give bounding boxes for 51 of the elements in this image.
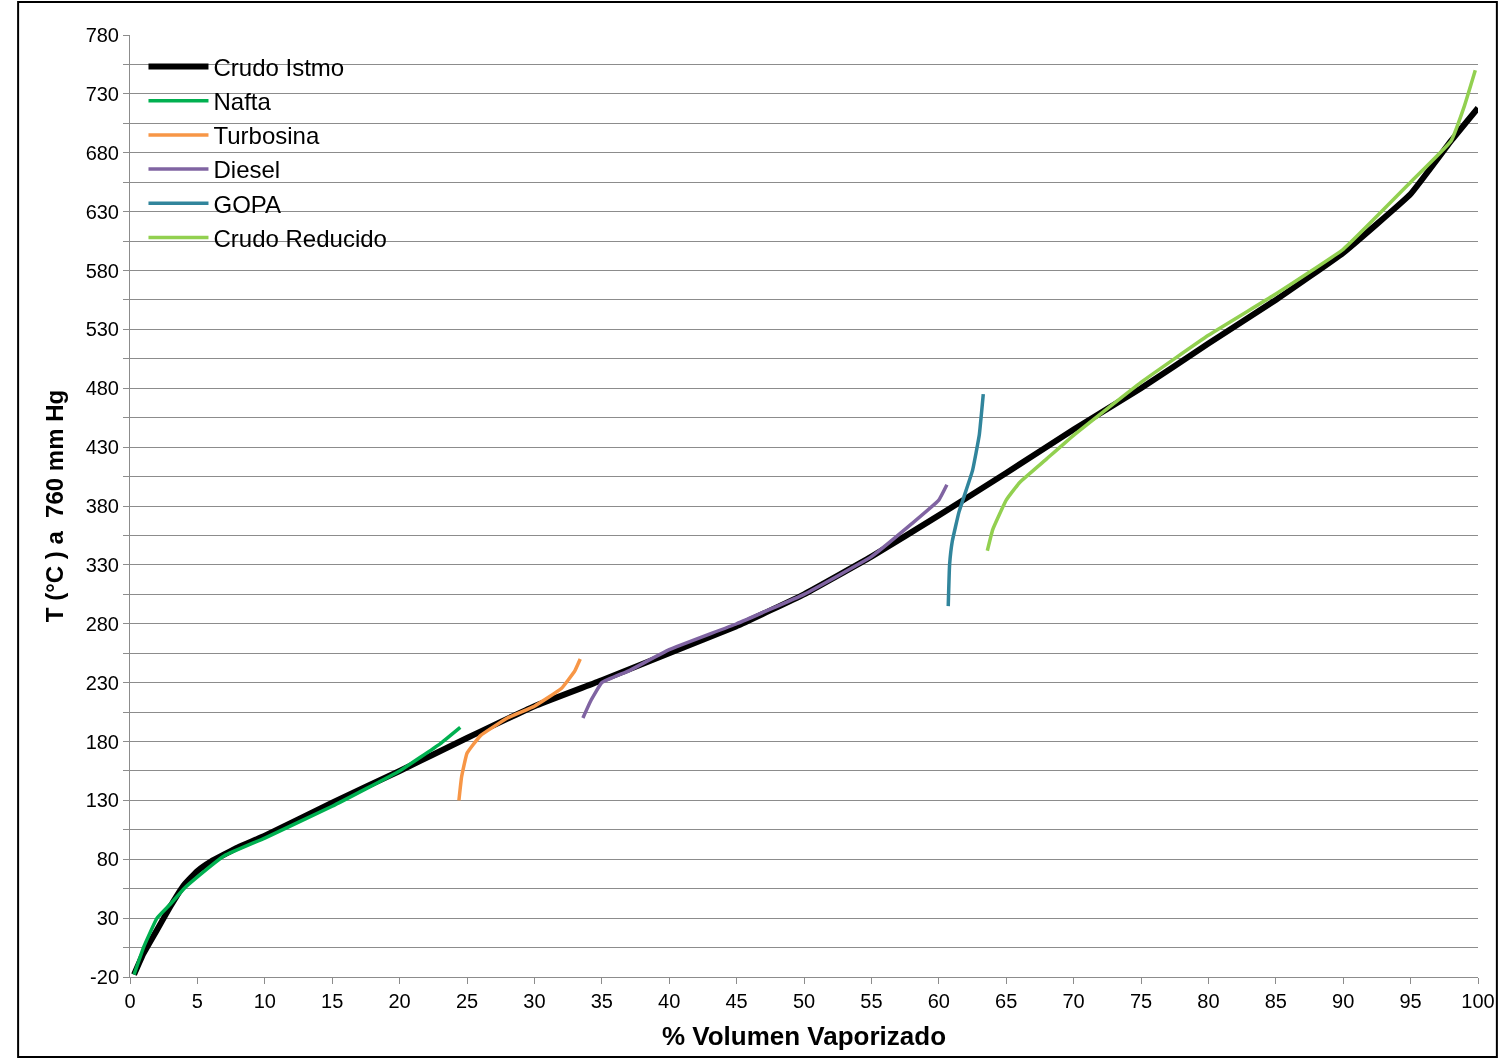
line-series: [985, 68, 1478, 553]
y-tick-label: 630: [85, 200, 119, 223]
line-series: [457, 657, 582, 803]
x-tick-label: 90: [1332, 990, 1355, 1012]
y-tick-label: 80: [96, 848, 119, 871]
y-tick-label: 230: [85, 671, 119, 694]
y-tick-label: 380: [85, 495, 119, 517]
y-tick-label: -20: [90, 966, 119, 988]
x-tick-label: 5: [191, 990, 203, 1012]
legend-label: Diesel: [213, 156, 281, 184]
legend-label: Crudo Istmo: [213, 53, 345, 81]
x-tick-label: 30: [523, 990, 546, 1012]
y-tick-label: 30: [96, 907, 119, 930]
y-tick-label: 580: [85, 259, 119, 282]
x-tick-label: 65: [995, 990, 1018, 1012]
x-tick-label: 45: [725, 990, 748, 1012]
x-tick-label: 80: [1197, 990, 1220, 1012]
x-tick-label: 0: [124, 990, 136, 1012]
y-tick-label: 280: [85, 612, 119, 635]
y-tick-label: 480: [85, 377, 119, 400]
x-tick-label: 100: [1461, 990, 1495, 1012]
y-tick-label: 430: [85, 436, 119, 459]
y-tick-label: 780: [85, 24, 119, 46]
x-tick-label: 10: [253, 990, 276, 1012]
legend-label: Nafta: [213, 88, 272, 116]
x-tick-label: 40: [658, 990, 681, 1012]
x-tick-label: 35: [590, 990, 613, 1012]
x-tick-label: 20: [388, 990, 411, 1012]
legend-label: GOPA: [213, 190, 282, 218]
line-series: [581, 483, 949, 720]
y-axis-title: T (°C ) a 760 mm Hg: [40, 389, 68, 623]
x-tick-label: 50: [792, 990, 816, 1012]
y-tick-label: 130: [85, 789, 119, 812]
x-tick-label: 75: [1129, 990, 1153, 1012]
y-tick-label: 180: [85, 730, 119, 753]
line-series: [132, 725, 463, 977]
x-tick-label: 25: [455, 990, 479, 1012]
x-tick-label: 95: [1399, 990, 1422, 1012]
y-tick-label: 680: [85, 141, 119, 164]
legend-label: Turbosina: [213, 122, 320, 150]
y-tick-label: 530: [85, 318, 119, 341]
x-tick-label: 15: [321, 990, 344, 1012]
x-tick-label: 85: [1264, 990, 1287, 1012]
x-tick-label: 70: [1062, 990, 1085, 1012]
x-tick-label: 55: [860, 990, 883, 1012]
x-tick-label: 60: [927, 990, 950, 1012]
y-tick-label: 330: [85, 553, 119, 576]
legend-label: Crudo Reducido: [213, 224, 387, 252]
x-axis-title: % Volumen Vaporizado: [661, 1020, 947, 1051]
y-tick-label: 730: [85, 82, 119, 105]
line-series: [946, 392, 986, 608]
